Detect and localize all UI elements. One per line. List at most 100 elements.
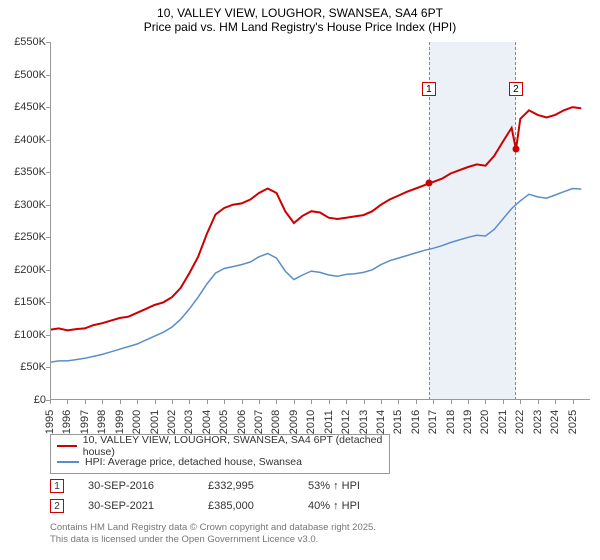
xtick bbox=[503, 400, 504, 404]
xtick bbox=[294, 400, 295, 404]
xtick bbox=[538, 400, 539, 404]
ytick bbox=[46, 140, 50, 141]
ytick-label: £0 bbox=[34, 394, 46, 406]
sales-price: £332,995 bbox=[208, 480, 308, 492]
footer-line-2: This data is licensed under the Open Gov… bbox=[50, 534, 376, 546]
xtick-label: 2022 bbox=[514, 410, 526, 434]
sales-date: 30-SEP-2016 bbox=[88, 480, 208, 492]
xtick bbox=[276, 400, 277, 404]
xtick bbox=[451, 400, 452, 404]
sale-dot bbox=[512, 146, 519, 153]
xtick bbox=[259, 400, 260, 404]
xtick-label: 2000 bbox=[131, 410, 143, 434]
sales-row: 1 30-SEP-2016£332,99553% ↑ HPI bbox=[50, 476, 408, 496]
xtick-label: 2007 bbox=[253, 410, 265, 434]
xtick-label: 2001 bbox=[149, 410, 161, 434]
ytick-label: £250K bbox=[14, 231, 46, 243]
sales-date: 30-SEP-2021 bbox=[88, 500, 208, 512]
legend-text: HPI: Average price, detached house, Swan… bbox=[85, 456, 302, 468]
xtick-label: 2019 bbox=[462, 410, 474, 434]
xtick-label: 2020 bbox=[479, 410, 491, 434]
xtick-label: 2011 bbox=[323, 410, 335, 434]
sales-table: 1 30-SEP-2016£332,99553% ↑ HPI 2 30-SEP-202… bbox=[50, 476, 408, 516]
legend-box: 10, VALLEY VIEW, LOUGHOR, SWANSEA, SA4 6… bbox=[50, 434, 390, 474]
xtick bbox=[242, 400, 243, 404]
xtick-label: 2004 bbox=[201, 410, 213, 434]
xtick-label: 2005 bbox=[218, 410, 230, 434]
xtick-label: 2024 bbox=[549, 410, 561, 434]
ytick bbox=[46, 42, 50, 43]
xtick-label: 2018 bbox=[445, 410, 457, 434]
ytick bbox=[46, 205, 50, 206]
xtick-label: 2015 bbox=[392, 410, 404, 434]
ytick-label: £50K bbox=[20, 361, 46, 373]
xtick bbox=[67, 400, 68, 404]
xtick bbox=[573, 400, 574, 404]
xtick-label: 1995 bbox=[44, 410, 56, 434]
xtick-label: 2012 bbox=[340, 410, 352, 434]
legend-swatch bbox=[57, 445, 77, 447]
legend-swatch bbox=[57, 461, 79, 463]
xtick-label: 2010 bbox=[305, 410, 317, 434]
ytick-label: £500K bbox=[14, 69, 46, 81]
xtick bbox=[346, 400, 347, 404]
ytick-label: £550K bbox=[14, 36, 46, 48]
xtick-label: 1998 bbox=[96, 410, 108, 434]
sales-num-box: 2 bbox=[50, 499, 64, 513]
xtick-label: 2003 bbox=[183, 410, 195, 434]
xtick bbox=[50, 400, 51, 404]
ytick-label: £200K bbox=[14, 264, 46, 276]
ytick bbox=[46, 107, 50, 108]
footer-line-1: Contains HM Land Registry data © Crown c… bbox=[50, 522, 376, 534]
sale-marker-box: 2 bbox=[509, 82, 523, 96]
xtick bbox=[520, 400, 521, 404]
ytick bbox=[46, 367, 50, 368]
xtick-label: 1996 bbox=[61, 410, 73, 434]
xtick bbox=[102, 400, 103, 404]
legend-row: 10, VALLEY VIEW, LOUGHOR, SWANSEA, SA4 6… bbox=[57, 438, 383, 454]
xtick-label: 1999 bbox=[114, 410, 126, 434]
xtick-label: 2023 bbox=[532, 410, 544, 434]
xtick bbox=[120, 400, 121, 404]
ytick-label: £350K bbox=[14, 166, 46, 178]
xtick-label: 2014 bbox=[375, 410, 387, 434]
ytick bbox=[46, 335, 50, 336]
xtick-label: 2006 bbox=[236, 410, 248, 434]
xtick bbox=[311, 400, 312, 404]
ytick bbox=[46, 172, 50, 173]
sales-row: 2 30-SEP-2021£385,00040% ↑ HPI bbox=[50, 496, 408, 516]
sale-marker-box: 1 bbox=[422, 82, 436, 96]
xtick-label: 2009 bbox=[288, 410, 300, 434]
xtick bbox=[468, 400, 469, 404]
ytick-label: £100K bbox=[14, 329, 46, 341]
chart-title-block: 10, VALLEY VIEW, LOUGHOR, SWANSEA, SA4 6… bbox=[0, 0, 600, 36]
xtick-label: 2025 bbox=[567, 410, 579, 434]
xtick bbox=[381, 400, 382, 404]
ytick-label: £400K bbox=[14, 134, 46, 146]
title-line-1: 10, VALLEY VIEW, LOUGHOR, SWANSEA, SA4 6… bbox=[0, 6, 600, 20]
xtick-label: 2021 bbox=[497, 410, 509, 434]
sale-dot bbox=[425, 180, 432, 187]
ytick-label: £450K bbox=[14, 101, 46, 113]
xtick bbox=[416, 400, 417, 404]
sales-hpi: 53% ↑ HPI bbox=[308, 480, 408, 492]
xtick-label: 2013 bbox=[358, 410, 370, 434]
xtick-label: 1997 bbox=[79, 410, 91, 434]
xtick bbox=[224, 400, 225, 404]
xtick bbox=[398, 400, 399, 404]
xtick bbox=[155, 400, 156, 404]
ytick bbox=[46, 270, 50, 271]
xtick bbox=[329, 400, 330, 404]
xtick bbox=[137, 400, 138, 404]
sales-num-box: 1 bbox=[50, 479, 64, 493]
ytick-label: £300K bbox=[14, 199, 46, 211]
chart-area: £0£50K£100K£150K£200K£250K£300K£350K£400… bbox=[50, 42, 590, 400]
ytick bbox=[46, 75, 50, 76]
xtick-label: 2008 bbox=[270, 410, 282, 434]
xtick-label: 2017 bbox=[427, 410, 439, 434]
ytick-label: £150K bbox=[14, 296, 46, 308]
xtick bbox=[555, 400, 556, 404]
sales-hpi: 40% ↑ HPI bbox=[308, 500, 408, 512]
legend-text: 10, VALLEY VIEW, LOUGHOR, SWANSEA, SA4 6… bbox=[83, 434, 383, 458]
sales-price: £385,000 bbox=[208, 500, 308, 512]
